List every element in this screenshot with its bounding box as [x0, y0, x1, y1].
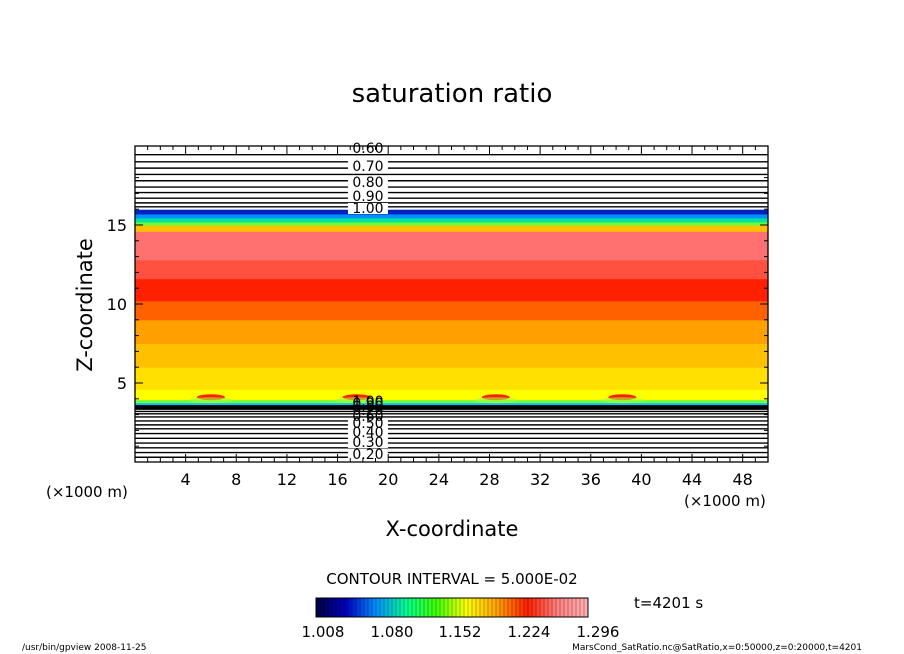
x-tick-label: 40 — [631, 470, 651, 489]
colorbar: 1.008 1.080 1.152 1.224 1.296 — [302, 597, 620, 641]
y-tick-label: 5 — [117, 374, 127, 393]
footer-left: /usr/bin/gpview 2008-11-25 — [22, 643, 146, 653]
x-unit-label: (×1000 m) — [684, 492, 766, 510]
lower-contour-label: 0.50 — [352, 416, 383, 432]
field-band-10 — [135, 231, 768, 261]
field-band-12 — [135, 221, 768, 226]
y-tick-label: 10 — [107, 295, 127, 314]
contour-interval-text: CONTOUR INTERVAL = 5.000E-02 — [326, 570, 577, 588]
plot-area — [135, 146, 768, 462]
upper-contour-label: 0.70 — [352, 159, 383, 175]
upper-contour-label: 0.90 — [352, 189, 383, 205]
x-tick-label: 32 — [530, 470, 550, 489]
x-axis-label: X-coordinate — [386, 517, 519, 541]
upper-contour-label: 0.80 — [352, 175, 383, 191]
colorbar-tick-label: 1.224 — [508, 623, 551, 641]
x-tick-label: 8 — [231, 470, 241, 489]
colorbar-tick-label: 1.152 — [439, 623, 482, 641]
colorbar-border — [315, 597, 589, 618]
x-tick-label: 4 — [181, 470, 191, 489]
upper-contour-label: 1.00 — [352, 201, 383, 217]
field-band-16 — [135, 146, 768, 210]
lower-contour-label: 0.60 — [352, 409, 383, 425]
hotspot-halo-0 — [188, 397, 233, 404]
field-band-14 — [135, 213, 768, 219]
x-tick-label: 48 — [733, 470, 753, 489]
field-band-15 — [135, 209, 768, 215]
x-tick-label: 28 — [479, 470, 499, 489]
y-tick-label: 15 — [107, 216, 127, 235]
lower-contour-label: 0.40 — [352, 425, 383, 441]
x-tick-label: 20 — [378, 470, 398, 489]
field-band-5 — [135, 343, 768, 368]
field-band-7 — [135, 300, 768, 321]
field-band-1 — [135, 402, 768, 406]
contour-lines — [135, 153, 768, 458]
contour-labels: 0.600.700.800.901.000.200.300.400.500.60… — [347, 141, 388, 463]
field-band-2 — [135, 399, 768, 404]
lower-contour-label: 0.90 — [352, 396, 383, 412]
lower-contour-label: 0.70 — [352, 403, 383, 419]
footer-right: MarsCond_SatRatio.nc@SatRatio,x=0:50000,… — [572, 643, 862, 653]
colorbar-tick-label: 1.008 — [302, 623, 345, 641]
field-band-8 — [135, 278, 768, 302]
colorbar-tick-label: 1.080 — [371, 623, 414, 641]
field-band-4 — [135, 367, 768, 390]
y-unit-label: (×1000 m) — [46, 483, 128, 501]
x-tick-label: 44 — [682, 470, 702, 489]
upper-contour-label: 0.60 — [352, 141, 383, 157]
chart-title: saturation ratio — [352, 79, 553, 109]
x-tick-label: 16 — [327, 470, 347, 489]
hotspot-halo-3 — [600, 397, 645, 404]
field-band-13 — [135, 217, 768, 223]
field-band-3 — [135, 389, 768, 401]
y-axis-label: Z-coordinate — [73, 238, 97, 372]
field-band-6 — [135, 319, 768, 344]
x-tick-label: 12 — [277, 470, 297, 489]
lower-contour-label: 0.30 — [352, 435, 383, 451]
lower-dense-contours — [135, 405, 768, 410]
field-band-11 — [135, 225, 768, 232]
time-label: t=4201 s — [634, 594, 703, 612]
x-tick-label: 36 — [581, 470, 601, 489]
lower-contour-label: 1.00 — [352, 394, 383, 410]
hotspot-halo-2 — [473, 397, 518, 404]
x-tick-label: 24 — [429, 470, 449, 489]
colorbar-tick-label: 1.296 — [577, 623, 620, 641]
lower-contour-label: 0.80 — [352, 399, 383, 415]
hotspot-halo-1 — [334, 397, 379, 404]
field-band-9 — [135, 259, 768, 280]
